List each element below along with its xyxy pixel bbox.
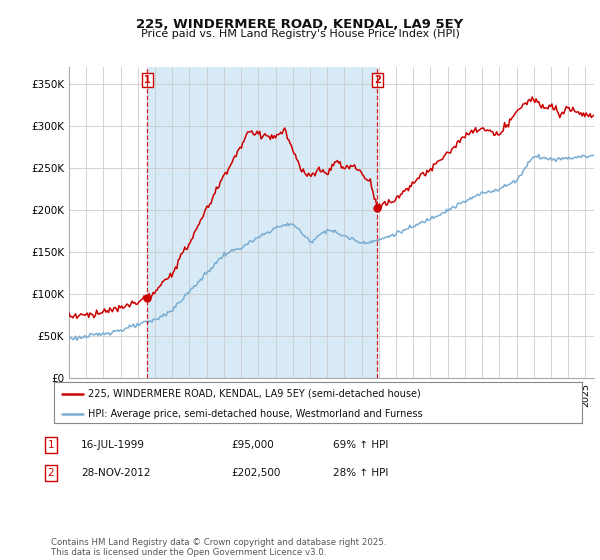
Text: HPI: Average price, semi-detached house, Westmorland and Furness: HPI: Average price, semi-detached house,… xyxy=(88,409,423,419)
Text: 225, WINDERMERE ROAD, KENDAL, LA9 5EY: 225, WINDERMERE ROAD, KENDAL, LA9 5EY xyxy=(136,18,464,31)
Text: 2: 2 xyxy=(374,75,381,85)
Text: £202,500: £202,500 xyxy=(231,468,280,478)
Text: 225, WINDERMERE ROAD, KENDAL, LA9 5EY (semi-detached house): 225, WINDERMERE ROAD, KENDAL, LA9 5EY (s… xyxy=(88,389,421,399)
Text: 28-NOV-2012: 28-NOV-2012 xyxy=(81,468,151,478)
Text: £95,000: £95,000 xyxy=(231,440,274,450)
Text: 2: 2 xyxy=(47,468,55,478)
Text: 16-JUL-1999: 16-JUL-1999 xyxy=(81,440,145,450)
Bar xyxy=(148,67,377,378)
Text: 1: 1 xyxy=(47,440,55,450)
Text: Price paid vs. HM Land Registry's House Price Index (HPI): Price paid vs. HM Land Registry's House … xyxy=(140,29,460,39)
Text: 28% ↑ HPI: 28% ↑ HPI xyxy=(333,468,388,478)
Text: 1: 1 xyxy=(144,75,151,85)
Text: Contains HM Land Registry data © Crown copyright and database right 2025.
This d: Contains HM Land Registry data © Crown c… xyxy=(51,538,386,557)
Text: 69% ↑ HPI: 69% ↑ HPI xyxy=(333,440,388,450)
